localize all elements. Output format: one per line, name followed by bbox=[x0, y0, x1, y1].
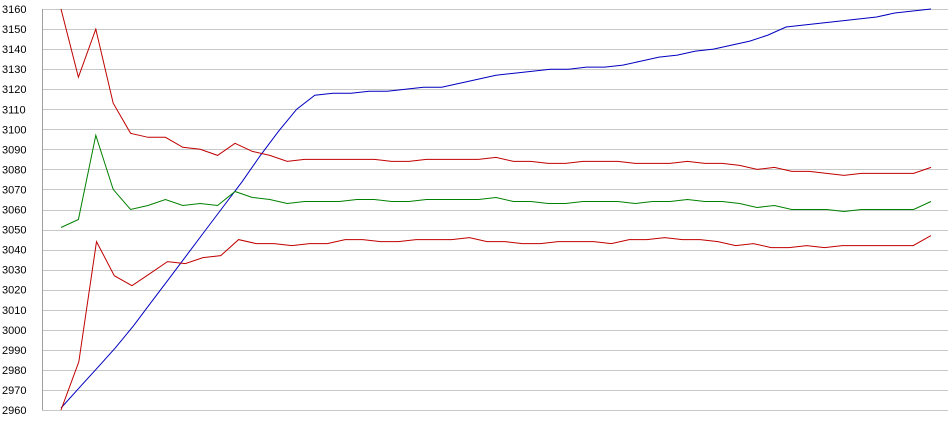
y-tick-label: 3060 bbox=[2, 205, 26, 217]
y-tick-label: 3160 bbox=[2, 4, 26, 16]
y-tick-label: 3080 bbox=[2, 164, 26, 176]
y-tick-label: 2960 bbox=[2, 405, 26, 417]
series-lines bbox=[60, 8, 932, 411]
y-tick-label: 2990 bbox=[2, 345, 26, 357]
y-tick-label: 2980 bbox=[2, 365, 26, 377]
y-axis-tick-labels: 2960 2970 2980 2990 3000 3010 3020 3030 3040 3050… bbox=[2, 4, 26, 417]
y-tick-label: 3090 bbox=[2, 144, 26, 156]
y-tick-label: 3020 bbox=[2, 285, 26, 297]
y-tick-label: 3050 bbox=[2, 225, 26, 237]
y-tick-label: 3030 bbox=[2, 265, 26, 277]
y-tick-label: 3100 bbox=[2, 124, 26, 136]
series-line-3 bbox=[60, 133, 932, 228]
grid bbox=[42, 9, 948, 411]
series-line-4 bbox=[60, 235, 932, 411]
y-tick-label: 3070 bbox=[2, 184, 26, 196]
y-tick-label: 3120 bbox=[2, 84, 26, 96]
series-line-2 bbox=[60, 8, 932, 176]
y-tick-label: 3150 bbox=[2, 24, 26, 36]
y-tick-label: 3110 bbox=[2, 104, 26, 116]
y-tick-label: 2970 bbox=[2, 385, 26, 397]
y-tick-label: 3130 bbox=[2, 64, 26, 76]
y-tick-label: 3140 bbox=[2, 44, 26, 56]
series-line-1 bbox=[60, 8, 932, 409]
y-tick-label: 3010 bbox=[2, 305, 26, 317]
y-tick-label: 3040 bbox=[2, 245, 26, 257]
y-tick-label: 3000 bbox=[2, 325, 26, 337]
